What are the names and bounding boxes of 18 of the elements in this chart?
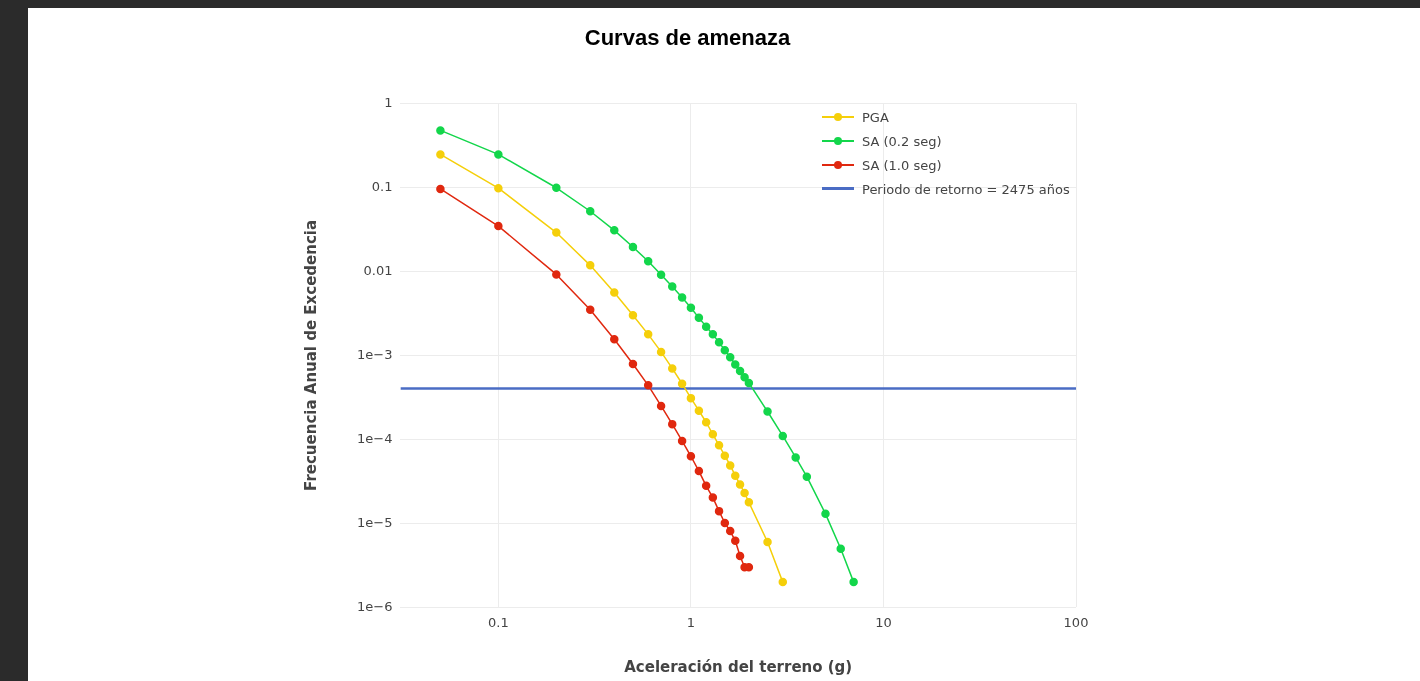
legend-label: SA (0.2 seg) bbox=[862, 133, 942, 149]
legend-label: Periodo de retorno = 2475 años bbox=[862, 181, 1070, 197]
x-tick-label: 10 bbox=[875, 614, 892, 630]
y-tick-label: 1e−5 bbox=[357, 514, 393, 530]
y-tick-label: 0.1 bbox=[371, 178, 393, 194]
y-tick-label: 0.01 bbox=[363, 262, 393, 278]
y-tick-label: 1e−4 bbox=[357, 430, 393, 446]
x-tick-label: 100 bbox=[1063, 614, 1089, 630]
y-tick-label: 1e−6 bbox=[357, 598, 393, 614]
y-axis-title: Frecuencia Anual de Excedencia bbox=[301, 219, 320, 491]
x-tick-label: 1 bbox=[686, 614, 696, 630]
x-axis-title: Aceleración del terreno (g) bbox=[624, 657, 853, 676]
y-tick-label: 1e−3 bbox=[357, 346, 393, 362]
x-tick-label: 0.1 bbox=[488, 614, 509, 630]
legend-label: SA (1.0 seg) bbox=[862, 157, 942, 173]
chart-title: Curvas de amenaza bbox=[584, 25, 791, 51]
legend-label: PGA bbox=[862, 109, 889, 125]
y-tick-label: 1 bbox=[384, 94, 393, 110]
